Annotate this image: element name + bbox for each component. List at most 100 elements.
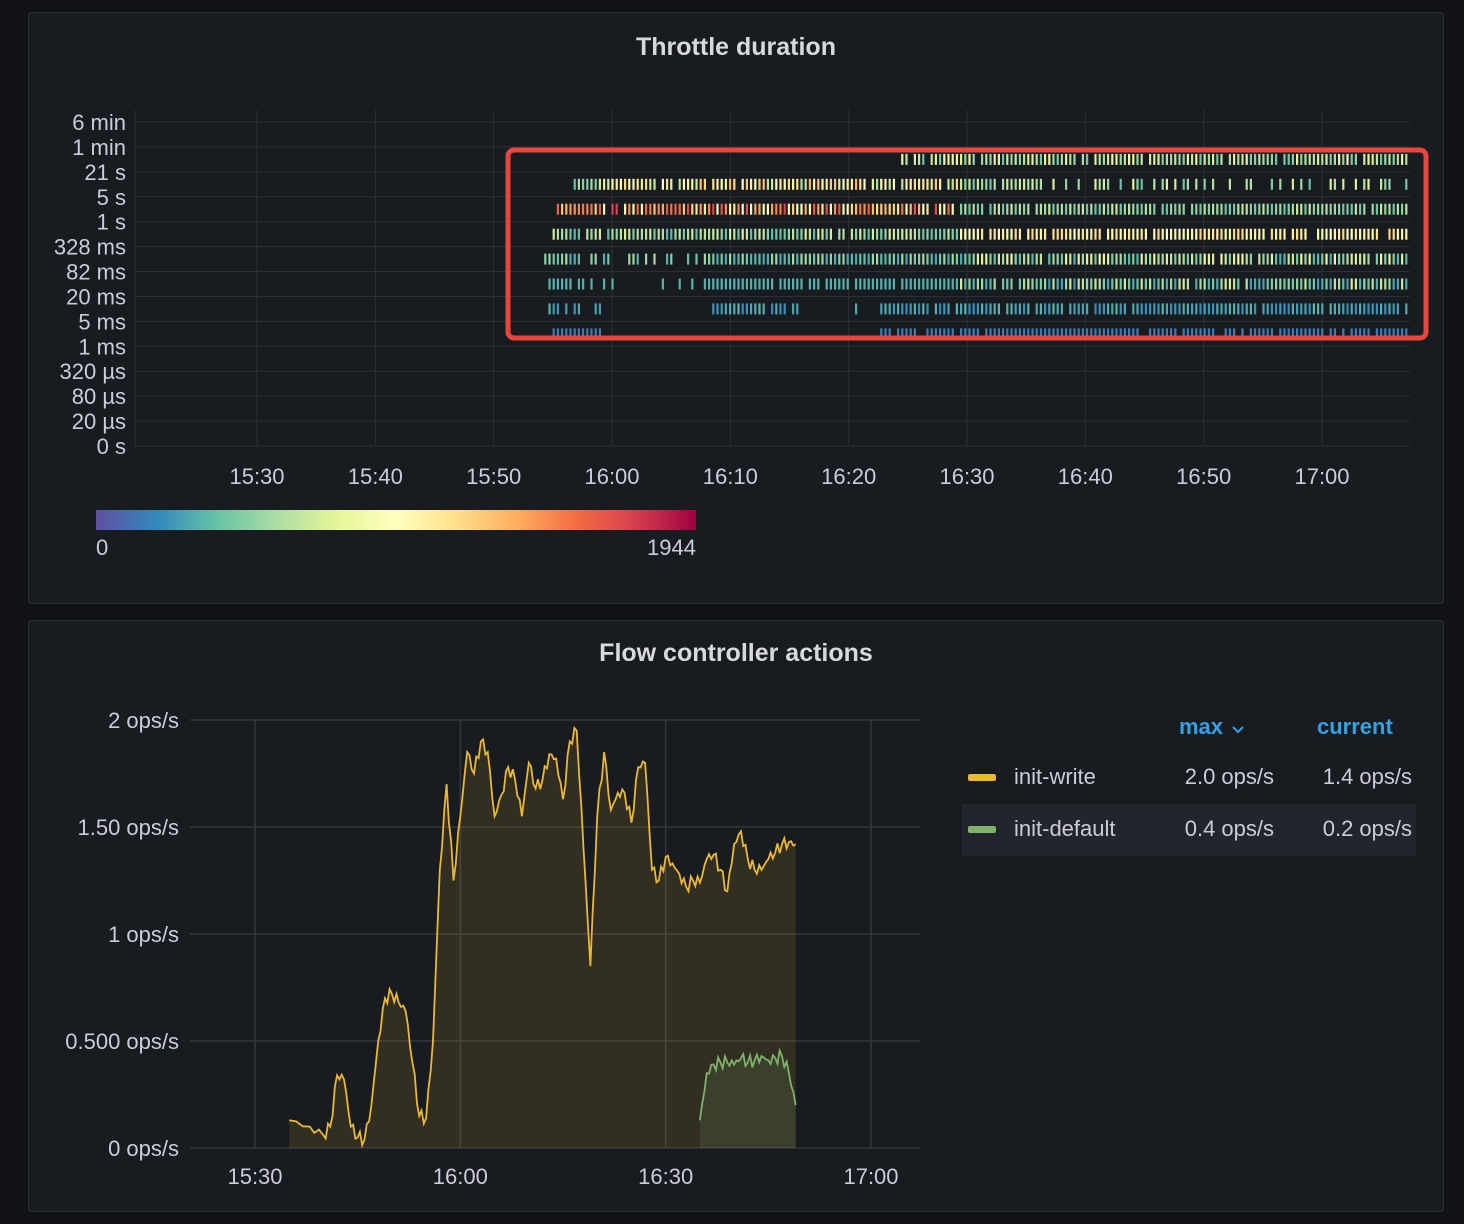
heatmap-cell <box>922 203 925 215</box>
heatmap-cell <box>863 203 866 215</box>
heatmap-cell <box>1081 153 1084 165</box>
heatmap-cell <box>766 253 769 265</box>
heatmap-cell <box>943 278 946 290</box>
heatmap-cell <box>1270 153 1273 165</box>
heatmap-cell <box>1018 253 1021 265</box>
heatmap-cell <box>1014 303 1017 315</box>
heatmap-cell <box>1170 203 1173 215</box>
heatmap-cell <box>1266 328 1269 340</box>
heatmap-cell <box>838 278 841 290</box>
heatmap-cell <box>1069 253 1072 265</box>
heatmap-cell <box>922 303 925 315</box>
heatmap-cell <box>1304 253 1307 265</box>
heatmap-cell <box>1014 253 1017 265</box>
heatmap-cell <box>666 228 669 240</box>
heatmap-cell <box>1098 253 1101 265</box>
heatmap-cell <box>1212 278 1215 290</box>
heatmap-cell <box>1228 328 1231 340</box>
heatmap-cell <box>1199 278 1202 290</box>
heatmap-cell <box>657 203 660 215</box>
heatmap-cell <box>678 178 681 190</box>
heatmap-cell <box>1191 303 1194 315</box>
heatmap-cell <box>724 203 727 215</box>
heatmap-cell <box>1174 178 1177 190</box>
heatmap-cell <box>1279 203 1282 215</box>
heatmap-cell <box>1065 178 1068 190</box>
heatmap-cell <box>1291 253 1294 265</box>
heatmap-cell <box>1359 328 1362 340</box>
heatmap-cell <box>1384 253 1387 265</box>
heatmap-cell <box>699 203 702 215</box>
heatmap-cell <box>1346 253 1349 265</box>
heatmap-cell <box>1338 203 1341 215</box>
heatmap-cell <box>1220 153 1223 165</box>
legend-current-header[interactable]: current <box>1317 714 1393 739</box>
heatmap-cell <box>1027 278 1030 290</box>
heatmap-cell <box>1249 178 1252 190</box>
heatmap-cell <box>981 253 984 265</box>
heatmap-cell <box>1266 253 1269 265</box>
heatmap-cell <box>1144 203 1147 215</box>
heatmap-cell <box>1098 178 1101 190</box>
heatmap-cell <box>972 253 975 265</box>
heatmap-cell <box>556 203 559 215</box>
heatmap-cell <box>1254 228 1257 240</box>
heatmap-cell <box>1371 303 1374 315</box>
heatmap-cell <box>1140 178 1143 190</box>
heatmap-cell <box>1262 228 1265 240</box>
heatmap-cell <box>1023 178 1026 190</box>
heatmap-cell <box>1216 203 1219 215</box>
heatmap-cell <box>1119 328 1122 340</box>
y-tick-label: 6 min <box>72 110 126 135</box>
legend-row-init-default[interactable]: init-default 0.4 ops/s 0.2 ops/s <box>962 804 1416 856</box>
heatmap-cell <box>1287 253 1290 265</box>
heatmap-cell <box>880 228 883 240</box>
heatmap-cell <box>678 228 681 240</box>
heatmap-cell <box>947 253 950 265</box>
heatmap-cell <box>1207 303 1210 315</box>
heatmap-cell <box>930 153 933 165</box>
heatmap-cell <box>649 178 652 190</box>
heatmap-cell <box>670 203 673 215</box>
heatmap-cell <box>729 203 732 215</box>
heatmap-cell <box>628 253 631 265</box>
heatmap-cell <box>1035 328 1038 340</box>
heatmap-cell <box>985 253 988 265</box>
heatmap-cell <box>1191 228 1194 240</box>
heatmap-cell <box>552 253 555 265</box>
heatmap-cell <box>573 328 576 340</box>
heatmap-cell <box>1094 228 1097 240</box>
legend-row-init-write[interactable]: init-write 2.0 ops/s 1.4 ops/s <box>962 752 1416 804</box>
heatmap-cell <box>1333 303 1336 315</box>
heatmap-cell <box>1401 153 1404 165</box>
heatmap-cell <box>1107 278 1110 290</box>
heatmap-cell <box>787 228 790 240</box>
heatmap-cell <box>670 228 673 240</box>
heatmap-cell <box>1039 203 1042 215</box>
heatmap-cell <box>1207 278 1210 290</box>
heatmap-cell <box>632 253 635 265</box>
heatmap-cell <box>1224 203 1227 215</box>
heatmap-cell <box>1065 203 1068 215</box>
heatmap-cell <box>1283 303 1286 315</box>
heatmap-cell <box>1035 203 1038 215</box>
heatmap-cell <box>1405 303 1408 315</box>
heatmap-cell <box>859 278 862 290</box>
heatmap-cell <box>947 153 950 165</box>
heatmap-cell <box>598 203 601 215</box>
heatmap-cell <box>888 253 891 265</box>
heatmap-cell <box>1014 153 1017 165</box>
heatmap-cell <box>1199 228 1202 240</box>
heatmap-cell <box>775 203 778 215</box>
heatmap-cell <box>1102 278 1105 290</box>
heatmap-cell <box>892 203 895 215</box>
heatmap-cell <box>745 228 748 240</box>
legend-max-header[interactable]: max <box>1179 714 1245 750</box>
heatmap-cell <box>1182 228 1185 240</box>
heatmap-cell <box>1081 328 1084 340</box>
heatmap-cell <box>615 228 618 240</box>
heatmap-cell <box>1081 228 1084 240</box>
x-tick-label: 16:00 <box>584 464 639 489</box>
heatmap-cell <box>859 253 862 265</box>
heatmap-cell <box>636 203 639 215</box>
